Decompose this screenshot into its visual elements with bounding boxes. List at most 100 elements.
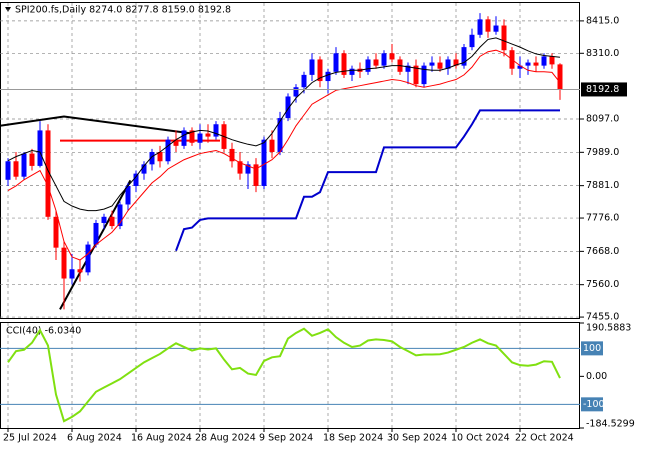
x-tick-label: 6 Aug 2024 <box>67 433 122 444</box>
cci-title: CCI(40) -6.0340 <box>6 326 81 337</box>
x-tick-label: 16 Aug 2024 <box>131 433 192 444</box>
candle-body <box>373 59 379 66</box>
candle-body <box>173 139 179 146</box>
candle-body <box>461 47 467 66</box>
candle-body <box>29 153 35 166</box>
candle-body <box>557 64 563 90</box>
candle-body <box>533 62 539 66</box>
candle-body <box>21 153 27 177</box>
candle-body <box>213 124 219 137</box>
candle-body <box>525 62 531 66</box>
y-tick-label: 7989.0 <box>586 147 619 158</box>
candle-body <box>365 59 371 72</box>
candle-body <box>197 133 203 143</box>
level-label: -100 <box>583 399 605 410</box>
candle-body <box>405 65 411 72</box>
level-label: 100 <box>583 343 601 354</box>
candle-body <box>53 216 59 248</box>
candle-body <box>277 118 283 153</box>
trend-line <box>0 115 193 135</box>
x-tick-label: 10 Oct 2024 <box>451 433 510 444</box>
candle-body <box>333 53 339 72</box>
candle-body <box>317 59 323 82</box>
candle-body <box>45 130 51 217</box>
y-tick-label: -184.5299 <box>586 419 635 430</box>
level-box <box>581 341 603 356</box>
candle-body <box>205 133 211 137</box>
candle-body <box>13 161 19 177</box>
y-tick-label: 7455.0 <box>586 312 619 323</box>
candle-body <box>133 173 139 186</box>
candle-body <box>493 25 499 32</box>
indicator-line <box>175 109 560 252</box>
candle-body <box>501 25 507 51</box>
x-tick-label: 9 Sep 2024 <box>259 433 313 444</box>
y-tick-label: 8415.0 <box>586 15 619 26</box>
candle-body <box>5 161 11 180</box>
indicator-line <box>7 49 561 261</box>
candle-body <box>101 216 107 223</box>
candle-body <box>445 59 451 69</box>
candle-body <box>413 65 419 85</box>
last-price-box <box>581 82 627 97</box>
candle-body <box>37 130 43 166</box>
candle-body <box>77 269 83 273</box>
y-tick-label: 0.00 <box>586 371 607 382</box>
y-tick-label: 7881.0 <box>586 180 619 191</box>
y-tick-label: 8310.0 <box>586 48 619 59</box>
x-tick-label: 28 Aug 2024 <box>195 433 256 444</box>
candle-body <box>541 56 547 66</box>
candle-body <box>157 152 163 162</box>
candle-body <box>549 56 555 65</box>
candle-body <box>437 62 443 69</box>
candle-body <box>349 68 355 75</box>
y-tick-label: 7560.0 <box>586 279 619 290</box>
candle-body <box>117 204 123 227</box>
candle-body <box>69 269 75 279</box>
candle-body <box>389 53 395 60</box>
candle-body <box>125 185 131 205</box>
candle-body <box>237 161 243 174</box>
candle-body <box>269 139 275 153</box>
candle-body <box>109 216 115 227</box>
candle-body <box>245 164 251 174</box>
candle-body <box>85 244 91 273</box>
candle-body <box>485 19 491 32</box>
candle-body <box>293 87 299 97</box>
last-price-label: 8192.8 <box>586 84 619 95</box>
candle-body <box>325 71 331 82</box>
candle-body <box>309 59 315 75</box>
candle-body <box>141 164 147 174</box>
x-tick-label: 22 Oct 2024 <box>515 433 574 444</box>
indicator-line <box>7 37 561 212</box>
y-tick-label: 7776.0 <box>586 213 619 224</box>
candle-body <box>253 164 259 186</box>
candle-body <box>477 19 483 35</box>
y-tick-label: 7668.0 <box>586 246 619 257</box>
candle-body <box>61 247 67 279</box>
candle-body <box>189 130 195 143</box>
cci-line <box>7 327 561 423</box>
candle-body <box>301 74 307 88</box>
candle-body <box>149 152 155 165</box>
x-tick-label: 30 Sep 2024 <box>387 433 447 444</box>
candle-body <box>429 62 435 66</box>
candle-body <box>165 139 171 162</box>
candle-body <box>421 65 427 85</box>
candle-body <box>93 222 99 245</box>
candle-body <box>453 59 459 66</box>
level-box <box>581 397 603 412</box>
price-panel-frame <box>0 2 580 319</box>
candle-body <box>341 53 347 75</box>
candle-body <box>181 130 187 146</box>
candle-body <box>229 148 235 162</box>
chart-title: SPI200.fs,Daily 8274.0 8277.8 8159.0 819… <box>15 5 231 16</box>
y-tick-label: 8097.0 <box>586 114 619 125</box>
x-tick-label: 25 Jul 2024 <box>3 433 57 444</box>
candle-body <box>261 139 267 186</box>
candle-body <box>285 96 291 119</box>
candle-body <box>517 65 523 69</box>
candle-body <box>381 53 387 66</box>
cci-panel-frame <box>0 322 580 429</box>
